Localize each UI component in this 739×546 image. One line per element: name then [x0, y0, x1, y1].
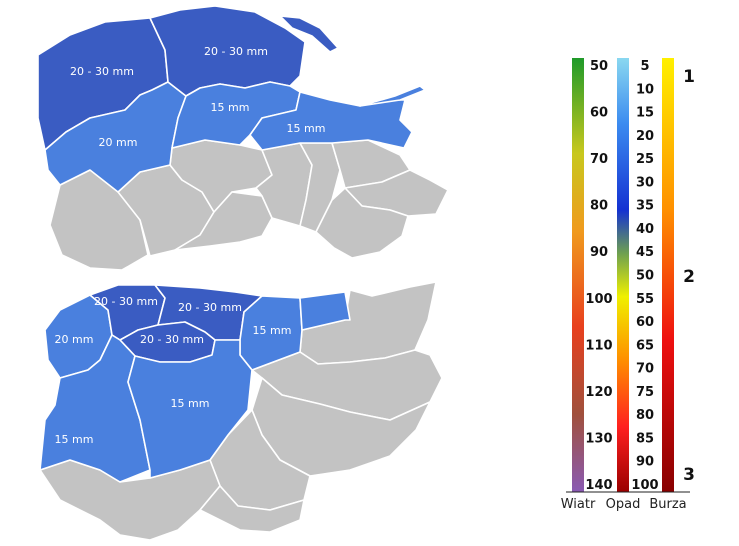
region-no-warning	[199, 485, 305, 533]
precip-scale-value: 60	[636, 315, 654, 330]
lower-label-20mm: 20 mm	[55, 333, 94, 346]
wind-scale-value: 110	[585, 338, 612, 353]
precip-legend-label: Opad	[606, 497, 641, 512]
wind-legend-label: Wiatr	[561, 497, 596, 512]
upper-label-20mm: 20 mm	[99, 136, 138, 149]
upper-label-15mm-east: 15 mm	[287, 122, 326, 135]
precip-scale-value: 55	[636, 292, 654, 307]
storm-scale-value: 3	[683, 465, 695, 485]
precip-scale-value: 50	[636, 269, 654, 284]
upper-label-15mm-center: 15 mm	[211, 101, 250, 114]
wind-scale-value: 100	[585, 292, 612, 307]
region-15mm-lower-center	[127, 339, 253, 479]
legend: 50 60 70 80 90 100 110 120 130 140 5 10 15 20 25 30 35 40…	[561, 58, 695, 512]
lower-label-20-30mm-a: 20 - 30 mm	[94, 295, 158, 308]
precip-scale-value: 10	[636, 82, 654, 97]
precip-scale-value: 5	[640, 59, 649, 74]
precip-scale-value: 65	[636, 338, 654, 353]
lower-label-20-30mm-b: 20 - 30 mm	[178, 301, 242, 314]
wind-scale-value: 80	[590, 199, 608, 214]
precip-scale-value: 100	[631, 478, 658, 493]
wind-scale-value: 90	[590, 245, 608, 260]
wind-color-bar	[572, 58, 584, 492]
wind-scale-value: 120	[585, 385, 612, 400]
precip-scale-value: 20	[636, 129, 654, 144]
precip-scale-value: 85	[636, 431, 654, 446]
upper-label-20-30mm-west: 20 - 30 mm	[70, 65, 134, 78]
wind-scale-value: 70	[590, 152, 608, 167]
precip-scale-value: 80	[636, 408, 654, 423]
precip-scale-value: 15	[636, 106, 654, 121]
lower-label-15mm-center: 15 mm	[171, 397, 210, 410]
wind-scale-value: 60	[590, 106, 608, 121]
upper-label-20-30mm-north: 20 - 30 mm	[204, 45, 268, 58]
region-15mm-lower-ne	[299, 291, 351, 331]
precip-scale-value: 45	[636, 245, 654, 260]
wind-scale-value: 130	[585, 431, 612, 446]
region-no-warning	[315, 187, 409, 259]
lower-label-20-30mm-c: 20 - 30 mm	[140, 333, 204, 346]
lower-label-15mm-mid: 15 mm	[253, 324, 292, 337]
storm-scale-value: 1	[683, 67, 695, 87]
wind-scale-value: 50	[590, 59, 608, 74]
storm-color-bar	[662, 58, 674, 492]
wind-scale-value: 140	[585, 478, 612, 493]
storm-legend-label: Burza	[649, 497, 686, 512]
precip-scale-value: 35	[636, 199, 654, 214]
region-15mm-east	[249, 91, 413, 151]
storm-scale-value: 2	[683, 267, 695, 287]
lower-label-15mm-west: 15 mm	[55, 433, 94, 446]
precip-scale-value: 70	[636, 362, 654, 377]
precip-scale-value: 75	[636, 385, 654, 400]
region-vistula-spit	[359, 85, 426, 107]
precip-scale-value: 30	[636, 175, 654, 190]
lower-map: 20 - 30 mm 20 - 30 mm 20 - 30 mm 20 mm 1…	[39, 281, 443, 541]
upper-map: 20 - 30 mm 20 - 30 mm 20 mm 15 mm 15 mm	[37, 5, 449, 271]
precip-scale-value: 90	[636, 455, 654, 470]
precip-scale-value: 25	[636, 152, 654, 167]
precip-color-bar	[617, 58, 629, 492]
region-hel-peninsula	[279, 15, 339, 53]
precip-scale-value: 40	[636, 222, 654, 237]
